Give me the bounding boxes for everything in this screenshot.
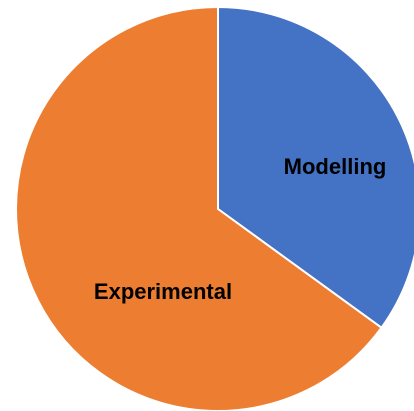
slice-label: Modelling: [284, 154, 387, 179]
slice-label: Experimental: [94, 279, 232, 304]
pie-slice: [217, 5, 414, 330]
pie-slice: [15, 5, 383, 411]
